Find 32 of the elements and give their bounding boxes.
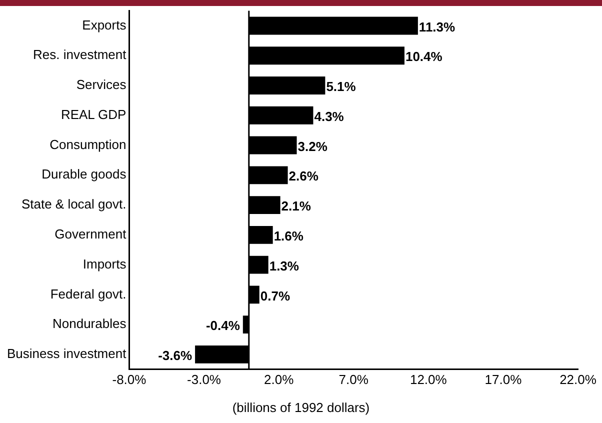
y-tick-label: Consumption: [50, 136, 126, 152]
data-label: 2.1%: [281, 198, 312, 214]
y-tick-label: Res. investment: [33, 47, 127, 62]
y-tick-label: Imports: [82, 256, 127, 272]
data-label: -0.4%: [206, 318, 240, 334]
x-tick-label: -3.0%: [187, 372, 222, 387]
y-tick-label: Exports: [82, 17, 127, 32]
y-tick-label: Government: [54, 226, 127, 242]
data-label: 5.1%: [326, 79, 356, 94]
x-tick-label: 12.0%: [410, 372, 448, 387]
data-label: 4.3%: [314, 108, 344, 124]
y-tick-label: State & local govt.: [21, 196, 126, 212]
x-tick-label: 7.0%: [338, 372, 369, 387]
y-tick-label: Nondurables: [52, 316, 127, 332]
x-tick-label: 22.0%: [560, 372, 597, 387]
y-tick-label: Business investment: [6, 346, 127, 362]
data-label: 2.6%: [288, 168, 319, 184]
data-label: -3.6%: [158, 348, 192, 364]
data-label: 0.7%: [260, 288, 290, 304]
x-axis-title: (billions of 1992 dollars): [231, 400, 371, 415]
y-tick-label: Federal govt.: [50, 286, 126, 302]
data-label: 3.2%: [298, 138, 328, 154]
x-tick-label: 2.0%: [264, 372, 294, 387]
data-label: 10.4%: [405, 49, 443, 64]
y-tick-label: Services: [76, 77, 127, 92]
data-label: 1.6%: [274, 228, 304, 244]
data-label: 11.3%: [418, 19, 456, 34]
x-tick-label: -8.0%: [112, 372, 147, 387]
y-tick-label: Durable goods: [42, 166, 127, 182]
y-tick-label: REAL GDP: [60, 106, 126, 122]
x-tick-label: 17.0%: [484, 372, 522, 387]
data-label: 1.3%: [269, 258, 300, 274]
